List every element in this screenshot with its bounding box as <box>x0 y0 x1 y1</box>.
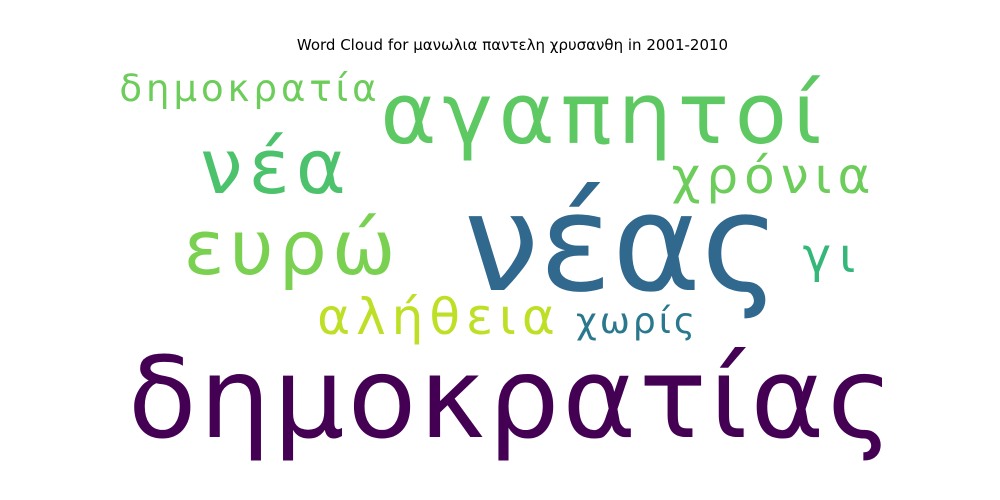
word-5: ευρώ <box>184 203 401 292</box>
chart-title: Word Cloud for μανωλια παντελη χρυσανθη … <box>296 36 729 54</box>
word-8: γι <box>803 228 864 284</box>
word-6: χρόνια <box>671 147 876 205</box>
word-7: αλήθεια <box>317 288 561 346</box>
word-10: χωρίς <box>576 301 698 342</box>
word-2: νέας <box>464 165 781 322</box>
word-3: αγαπητοί <box>380 65 827 164</box>
word-4: νέα <box>200 122 352 211</box>
word-1: δημοκρατίας <box>128 334 896 464</box>
word-9: δημοκρατία <box>119 67 380 110</box>
